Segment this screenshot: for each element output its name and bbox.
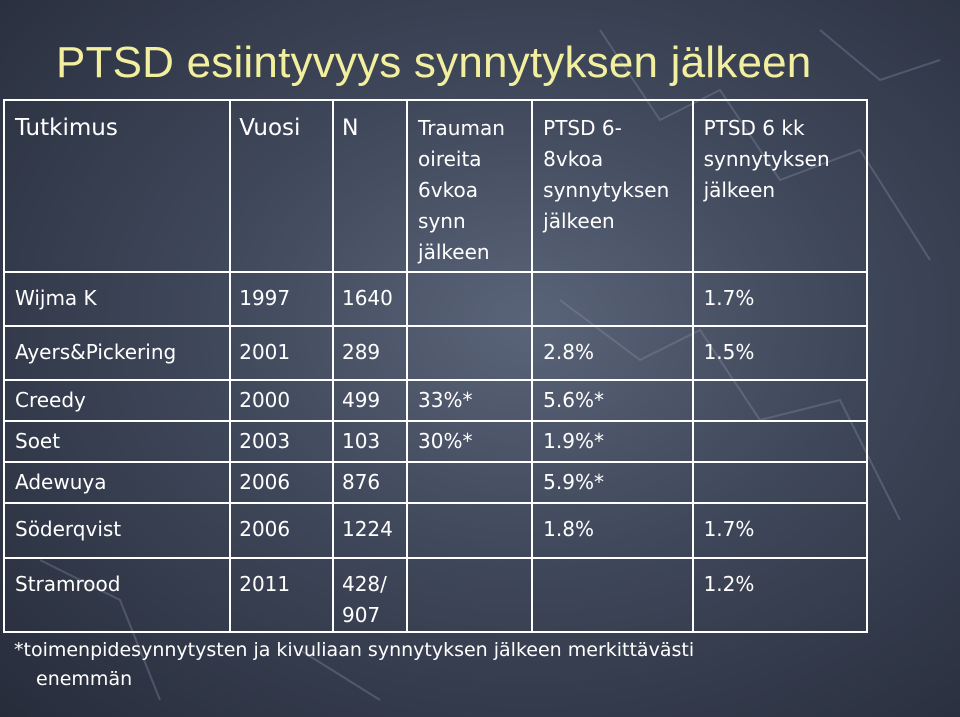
cell: 1224: [331, 502, 409, 559]
cell: 2.8%: [531, 325, 694, 381]
cell: 1640: [331, 271, 409, 327]
cell: 2003: [229, 420, 334, 463]
cell: [691, 461, 869, 504]
cell: Stramrood: [2, 557, 232, 633]
table-row: Adewuya 2006 876 5.9%*: [2, 461, 869, 504]
cell: 289: [331, 325, 409, 381]
cell: [531, 271, 694, 327]
header-n: N: [331, 99, 409, 273]
cell: 1.9%*: [531, 420, 694, 463]
cell: 1.8%: [531, 502, 694, 559]
cell: 2006: [229, 502, 334, 559]
ptsd-studies-table: Tutkimus Vuosi N Trauman oireita 6vkoa synn…: [2, 99, 869, 633]
header-ptsd-6kk: PTSD 6 kk synnytyksen jälkeen: [691, 99, 869, 273]
table-row: Soet 2003 103 30%* 1.9%*: [2, 420, 869, 463]
cell: Adewuya: [2, 461, 232, 504]
cell: 2001: [229, 325, 334, 381]
cell: 1.5%: [691, 325, 869, 381]
footnote: *toimenpidesynnytysten ja kivuliaan synn…: [14, 636, 694, 694]
cell: Creedy: [2, 379, 232, 422]
cell: [406, 557, 534, 633]
cell: [691, 379, 869, 422]
table-row: Creedy 2000 499 33%* 5.6%*: [2, 379, 869, 422]
cell: 428/ 907: [331, 557, 409, 633]
cell: 1.7%: [691, 271, 869, 327]
header-ptsd-6-8vkoa: PTSD 6- 8vkoa synnytyksen jälkeen: [531, 99, 694, 273]
cell: 33%*: [406, 379, 534, 422]
footnote-line-1: *toimenpidesynnytysten ja kivuliaan synn…: [14, 639, 695, 661]
header-vuosi: Vuosi: [229, 99, 334, 273]
header-trauman-oireita: Trauman oireita 6vkoa synn jälkeen: [406, 99, 534, 273]
cell: 2006: [229, 461, 334, 504]
cell: 2011: [229, 557, 334, 633]
footnote-line-2: enemmän: [36, 668, 133, 690]
studies-table-container: Tutkimus Vuosi N Trauman oireita 6vkoa synn…: [2, 99, 869, 633]
cell: 1.7%: [691, 502, 869, 559]
cell: [406, 502, 534, 559]
cell: Wijma K: [2, 271, 232, 327]
cell: 103: [331, 420, 409, 463]
table-header-row: Tutkimus Vuosi N Trauman oireita 6vkoa synn…: [2, 99, 869, 273]
header-tutkimus: Tutkimus: [2, 99, 232, 273]
slide-title: PTSD esiintyvyys synnytyksen jälkeen: [56, 38, 812, 87]
cell: [406, 271, 534, 327]
cell: 1997: [229, 271, 334, 327]
table-row: Ayers&Pickering 2001 289 2.8% 1.5%: [2, 325, 869, 381]
cell: 30%*: [406, 420, 534, 463]
cell: [406, 461, 534, 504]
cell: [691, 420, 869, 463]
cell: 5.6%*: [531, 379, 694, 422]
cell: 1.2%: [691, 557, 869, 633]
table-row: Wijma K 1997 1640 1.7%: [2, 271, 869, 327]
cell: 499: [331, 379, 409, 422]
cell: 5.9%*: [531, 461, 694, 504]
cell: [406, 325, 534, 381]
cell: Söderqvist: [2, 502, 232, 559]
table-row: Stramrood 2011 428/ 907 1.2%: [2, 557, 869, 633]
cell: 2000: [229, 379, 334, 422]
cell: 876: [331, 461, 409, 504]
cell: Ayers&Pickering: [2, 325, 232, 381]
table-row: Söderqvist 2006 1224 1.8% 1.7%: [2, 502, 869, 559]
cell: Soet: [2, 420, 232, 463]
cell: [531, 557, 694, 633]
